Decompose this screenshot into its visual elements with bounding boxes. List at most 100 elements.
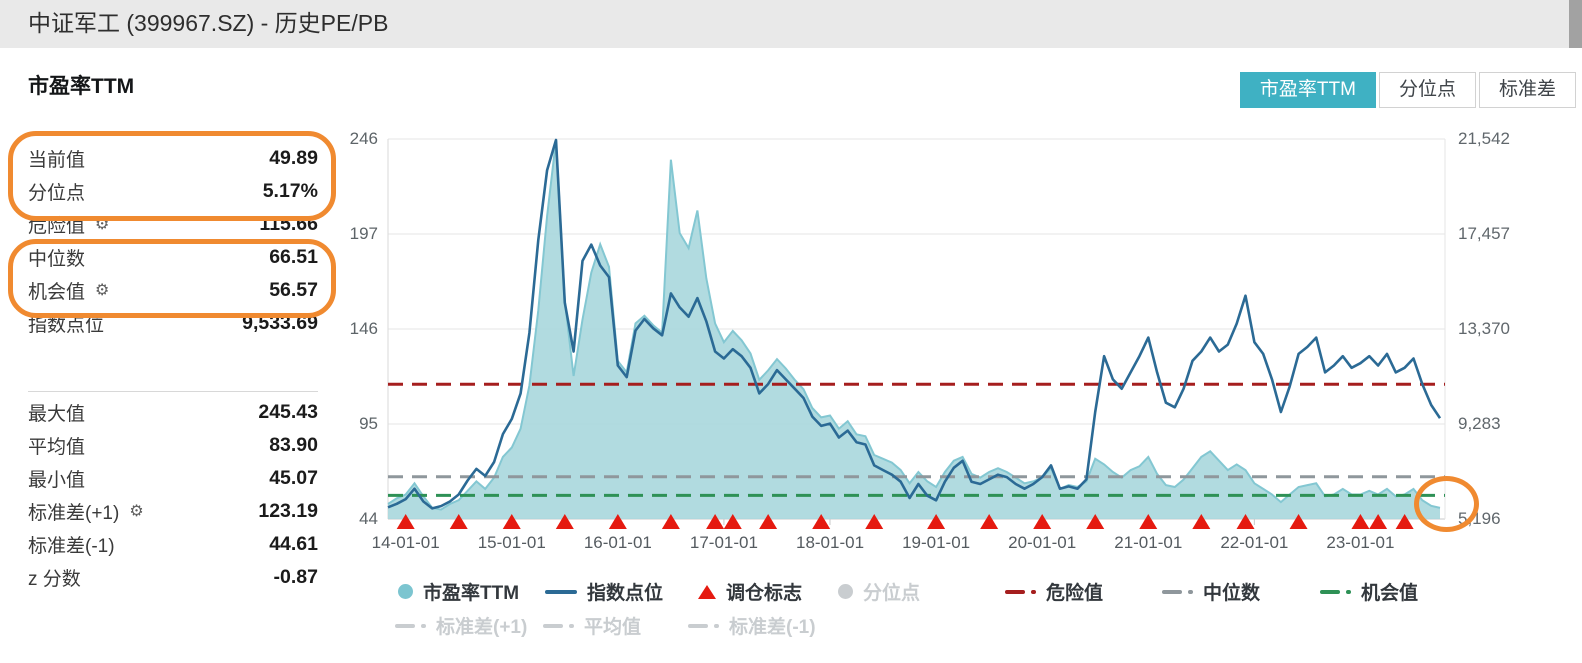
scrollbar[interactable] xyxy=(1569,0,1582,48)
x-axis-label: 18-01-01 xyxy=(795,533,865,552)
stat-row: 最小值 45.07 xyxy=(28,462,318,495)
stat-label: 最大值 xyxy=(28,404,86,425)
stat-value: 49.89 xyxy=(269,147,318,169)
legend-label: 市盈率TTM xyxy=(423,583,520,604)
legend-label: 指数点位 xyxy=(587,583,664,604)
legend-item[interactable]: 危险值 xyxy=(1005,578,1103,605)
stat-row: 分位点 5.17% xyxy=(28,175,318,208)
rebalance-marker xyxy=(1033,514,1052,529)
stat-label: 平均值 xyxy=(28,437,86,458)
x-axis-label: 19-01-01 xyxy=(902,533,971,552)
stats-group-secondary: 最大值 245.43 平均值 83.90 最小值 45.07 标准差(+1) ⚙ 123.19 标… xyxy=(28,396,318,594)
x-axis-label: 15-01-01 xyxy=(477,533,546,552)
rebalance-marker xyxy=(1086,514,1105,529)
legend-label: 危险值 xyxy=(1046,583,1104,604)
dot-icon xyxy=(398,584,413,599)
x-axis-label: 17-01-01 xyxy=(689,533,758,552)
stat-label: z 分数 xyxy=(28,569,81,590)
rebalance-marker xyxy=(759,514,778,529)
y-axis-label-left: 246 xyxy=(349,129,378,148)
dashdot-icon xyxy=(688,623,719,628)
stats-group-primary: 当前值 49.89 分位点 5.17% 危险值 ⚙ 115.66 中位数 66.51 机会值 ⚙ 56… xyxy=(28,142,318,340)
tab-pe-ttm[interactable]: 市盈率TTM xyxy=(1239,72,1376,108)
y-axis-label-left: 197 xyxy=(349,224,378,243)
stat-label: 机会值 ⚙ xyxy=(28,281,110,303)
y-axis-label-left: 146 xyxy=(349,319,378,338)
legend-item[interactable]: 分位点 xyxy=(838,578,920,605)
rebalance-marker xyxy=(396,514,415,529)
legend-label: 中位数 xyxy=(1203,583,1261,604)
rebalance-marker xyxy=(555,514,574,529)
title-bar: 中证军工 (399967.SZ) - 历史PE/PB xyxy=(0,0,1582,48)
stat-label: 标准差(+1) ⚙ xyxy=(28,502,144,524)
x-axis-label: 16-01-01 xyxy=(583,533,652,552)
legend-item[interactable]: 平均值 xyxy=(543,612,641,639)
stat-value: 66.51 xyxy=(269,246,318,268)
stat-label: 中位数 xyxy=(28,249,86,270)
legend-item[interactable]: 市盈率TTM xyxy=(398,578,519,605)
legend-label: 机会值 xyxy=(1361,583,1419,604)
dot-icon xyxy=(838,584,853,599)
index-line xyxy=(387,138,1442,510)
stat-value: 83.90 xyxy=(269,434,318,456)
rebalance-marker xyxy=(927,514,946,529)
y-axis-label-right: 21,542 xyxy=(1458,129,1510,148)
legend-item[interactable]: 指数点位 xyxy=(545,578,663,605)
stats-divider xyxy=(28,391,318,392)
legend-item[interactable]: 标准差(+1) xyxy=(395,612,527,639)
legend-item[interactable]: 标准差(-1) xyxy=(688,612,816,639)
stat-row: 最大值 245.43 xyxy=(28,396,318,429)
legend-item[interactable]: 调仓标志 xyxy=(698,578,802,605)
y-axis-label-left: 95 xyxy=(359,414,378,433)
page-title: 中证军工 (399967.SZ) - 历史PE/PB xyxy=(28,10,389,36)
stat-value: 44.61 xyxy=(269,533,318,555)
stat-label: 最小值 xyxy=(28,470,86,491)
x-axis-label: 22-01-01 xyxy=(1220,533,1289,552)
legend-label: 标准差(+1) xyxy=(436,617,528,638)
tab-std-dev[interactable]: 标准差 xyxy=(1478,72,1576,108)
stat-value: -0.87 xyxy=(273,566,318,588)
section-heading: 市盈率TTM xyxy=(28,75,135,98)
y-axis-label-left: 44 xyxy=(359,509,378,528)
stat-label: 分位点 xyxy=(28,183,86,204)
legend-item[interactable]: 中位数 xyxy=(1162,578,1260,605)
stat-value: 123.19 xyxy=(258,500,318,522)
rebalance-marker xyxy=(980,514,999,529)
gear-icon[interactable]: ⚙ xyxy=(95,281,110,299)
rebalance-marker xyxy=(502,514,521,529)
rebalance-marker xyxy=(865,514,884,529)
y-axis-label-right: 17,457 xyxy=(1458,224,1510,243)
rebalance-marker xyxy=(661,514,680,529)
triangle-icon xyxy=(698,584,716,599)
gear-icon[interactable]: ⚙ xyxy=(129,502,144,520)
rebalance-marker xyxy=(706,514,725,529)
stat-row: z 分数 -0.87 xyxy=(28,561,318,594)
legend-label: 平均值 xyxy=(584,617,642,638)
stat-row: 机会值 ⚙ 56.57 xyxy=(28,274,318,307)
legend-label: 分位点 xyxy=(863,583,921,604)
pe-ttm-area xyxy=(388,140,1440,519)
dashdot-icon xyxy=(1162,589,1193,594)
x-axis-label: 20-01-01 xyxy=(1008,533,1077,552)
y-axis-label-right: 5,196 xyxy=(1458,509,1501,528)
stat-row: 平均值 83.90 xyxy=(28,429,318,462)
x-axis-label: 21-01-01 xyxy=(1114,533,1183,552)
dashdot-icon xyxy=(543,623,574,628)
rebalance-marker xyxy=(1351,514,1370,529)
rebalance-marker xyxy=(1139,514,1158,529)
stat-label: 标准差(-1) xyxy=(28,536,115,557)
rebalance-marker xyxy=(449,514,468,529)
line-icon xyxy=(545,589,577,594)
x-axis-label: 14-01-01 xyxy=(371,533,440,552)
legend-item[interactable]: 机会值 xyxy=(1320,578,1418,605)
dashdot-icon xyxy=(395,623,426,628)
rebalance-marker xyxy=(1369,514,1388,529)
stat-label: 当前值 xyxy=(28,150,86,171)
x-axis-label: 23-01-01 xyxy=(1326,533,1395,552)
stat-row: 当前值 49.89 xyxy=(28,142,318,175)
rebalance-marker xyxy=(812,514,831,529)
y-axis-label-right: 13,370 xyxy=(1458,319,1510,338)
tab-percentile[interactable]: 分位点 xyxy=(1378,72,1476,108)
